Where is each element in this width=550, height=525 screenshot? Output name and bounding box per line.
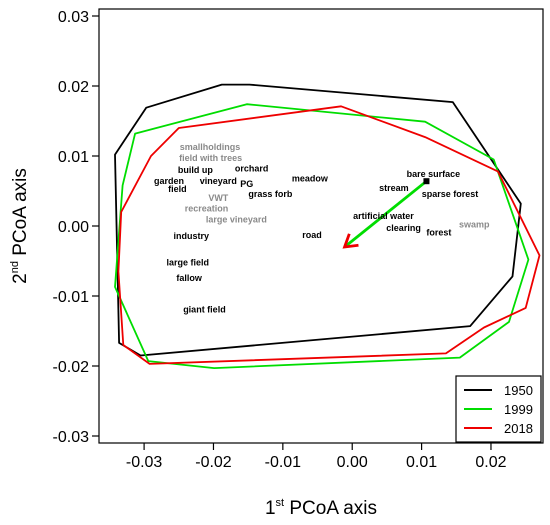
point-label: garden xyxy=(154,176,184,186)
trajectory-arrow xyxy=(342,178,430,249)
x-axis-title-sup: st xyxy=(276,497,285,509)
point-label: sparse forest xyxy=(422,189,479,199)
point-label: clearing xyxy=(386,223,421,233)
point-label: giant field xyxy=(183,304,226,314)
point-label: orchard xyxy=(235,164,269,174)
hull-1999 xyxy=(114,103,530,370)
x-tick-label: -0.03 xyxy=(126,454,163,471)
point-label: fallow xyxy=(176,273,203,283)
point-label: vineyard xyxy=(200,176,237,186)
y-tick-label: 0.01 xyxy=(58,149,89,166)
legend-label: 1950 xyxy=(504,383,533,398)
arrow-start-marker xyxy=(423,178,430,185)
y-axis-title-suffix: PCoA axis xyxy=(10,168,31,261)
x-axis-title-suffix: PCoA axis xyxy=(284,498,377,519)
hulls xyxy=(114,83,541,370)
point-label: smallholdings xyxy=(180,142,241,152)
point-label: road xyxy=(302,230,322,240)
y-axis-title: 2nd PCoA axis xyxy=(9,168,31,284)
axes: -0.03 -0.02 -0.01 0.00 0.01 0.02 -0.03 -0.02 -0.… xyxy=(9,8,544,519)
legend-label: 2018 xyxy=(504,421,533,436)
x-tick-label: -0.02 xyxy=(195,454,232,471)
arrow-shaft xyxy=(343,180,428,249)
y-axis-title-prefix: 2 xyxy=(10,273,31,284)
point-label: grass forb xyxy=(248,189,293,199)
y-tick-label: -0.03 xyxy=(53,429,90,446)
point-label: PG xyxy=(240,179,253,189)
point-label: bare surface xyxy=(407,169,461,179)
point-label: industry xyxy=(174,231,210,241)
point-label: forest xyxy=(426,227,451,237)
legend-label: 1999 xyxy=(504,402,533,417)
point-label: large field xyxy=(167,257,210,267)
y-tick-label: -0.01 xyxy=(53,289,90,306)
point-label: large vineyard xyxy=(206,215,267,225)
point-label: VWT xyxy=(208,193,228,203)
arrow-head xyxy=(342,233,359,249)
y-tick-label: 0.03 xyxy=(58,9,89,26)
point-label: field xyxy=(168,184,187,194)
x-tick-label: 0.02 xyxy=(475,454,506,471)
y-axis-title-sup: nd xyxy=(9,261,21,273)
point-label: stream xyxy=(379,183,409,193)
x-axis-title-prefix: 1 xyxy=(265,498,276,519)
x-tick-label: -0.01 xyxy=(265,454,302,471)
x-tick-label: 0.01 xyxy=(406,454,437,471)
legend: 1950 1999 2018 xyxy=(455,375,542,443)
x-axis-title: 1st PCoA axis xyxy=(265,497,377,519)
y-tick-label: -0.02 xyxy=(53,359,90,376)
point-label: build up xyxy=(178,165,213,175)
point-label: meadow xyxy=(292,173,329,183)
hull-2018 xyxy=(117,105,541,365)
y-tick-label: 0.02 xyxy=(58,79,89,96)
y-tick-label: 0.00 xyxy=(58,219,89,236)
x-tick-label: 0.00 xyxy=(337,454,368,471)
point-label: field with trees xyxy=(179,153,242,163)
point-label: artificial water xyxy=(353,211,414,221)
point-label: swamp xyxy=(459,220,490,230)
point-label: recreation xyxy=(185,204,229,214)
